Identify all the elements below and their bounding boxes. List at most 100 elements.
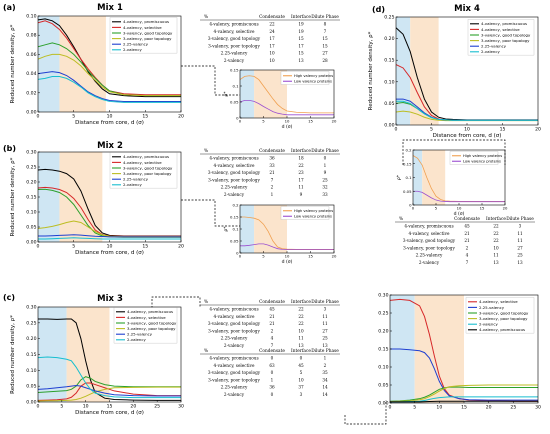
table-mix2: % Condensate Interface Dilute Phase 4-valenc… bbox=[200, 149, 340, 197]
legend-box bbox=[467, 19, 535, 56]
table-row-label: 2-valency bbox=[224, 58, 245, 63]
x-tick-label: 15 bbox=[308, 253, 313, 258]
legend-entry-3g: 3-valency, good topology bbox=[123, 165, 173, 170]
table-cell: 13 bbox=[298, 58, 304, 63]
legend-entry-low: Low valency proteins bbox=[294, 80, 332, 84]
y-tick-label: 0 bbox=[236, 251, 239, 256]
panel-label-a: (a) bbox=[3, 3, 16, 12]
table-cell: 63 bbox=[269, 363, 275, 368]
legend-entry-3g: 3-valency, good topology bbox=[479, 310, 529, 315]
table-cell: 27 bbox=[322, 51, 328, 56]
table-header-cell: Dilute Phase bbox=[311, 349, 339, 354]
table-cell: 13 bbox=[493, 260, 499, 265]
legend-box bbox=[113, 307, 178, 344]
y-axis-label: Reduced number density, ρ* bbox=[368, 31, 374, 110]
table-cell: 27 bbox=[322, 328, 328, 333]
y-tick-label: 0.00 bbox=[26, 240, 36, 246]
table-cell: 14 bbox=[322, 392, 328, 397]
table-header-cell: % bbox=[204, 300, 208, 305]
table-cell: 11 bbox=[517, 238, 523, 243]
x-tick-label: 0 bbox=[239, 118, 242, 123]
x-axis-label: Distance from core, d (σ) bbox=[75, 250, 144, 256]
y-tick-label: 0.05 bbox=[378, 383, 388, 389]
x-tick-label: 30 bbox=[535, 405, 541, 411]
table-cell: 32 bbox=[322, 185, 328, 190]
x-tick-label: 30 bbox=[178, 404, 184, 410]
x-tick-label: 15 bbox=[107, 404, 113, 410]
table-mix3-bottom: % Condensate Interface Dilute Phase 4-valenc… bbox=[200, 349, 340, 397]
legend-entry-2: 2-valency bbox=[481, 49, 501, 54]
x-tick-label: 0 bbox=[37, 244, 40, 250]
legend-entry-high: High valency proteins bbox=[294, 74, 333, 78]
series-group bbox=[38, 318, 181, 402]
x-axis-label: d (σ) bbox=[282, 259, 293, 265]
table-row-label: 3-valency, good topology bbox=[208, 36, 261, 41]
y-tick-label: 0.10 bbox=[384, 79, 394, 85]
chart-mix3: 0 5 10 15 20 25 30 0.00 0.05 0.10 0.15 0.20 0.25 0.30… bbox=[10, 305, 184, 417]
table-header-cell: Dilute Phase bbox=[311, 15, 339, 20]
x-axis-label: Distance from core, d (σ) bbox=[433, 133, 502, 139]
x-tick-label: 20 bbox=[178, 114, 184, 120]
table-row-label: 3-valency, poor topology bbox=[403, 245, 455, 250]
y-tick-label: 0.15 bbox=[384, 58, 394, 64]
legend-entry-225: 2.25-valency bbox=[123, 177, 149, 182]
table-cell: 3 bbox=[324, 307, 327, 312]
x-tick-label: 10 bbox=[83, 404, 89, 410]
table-cell: 10 bbox=[298, 377, 304, 382]
series-line-4s bbox=[390, 298, 538, 402]
legend-entry-low: Low valency proteins bbox=[463, 160, 501, 164]
table-cell: 21 bbox=[269, 314, 275, 319]
series-line-2 bbox=[396, 100, 538, 121]
table-cell: 35 bbox=[322, 370, 328, 375]
table-cell: 24 bbox=[269, 29, 275, 34]
table-cell: 25 bbox=[517, 253, 523, 258]
series-group bbox=[240, 75, 334, 116]
y-axis-label: Reduced number density, ρ* bbox=[10, 24, 16, 103]
table-header-cell: % bbox=[204, 15, 208, 20]
y-tick-label: 0.00 bbox=[378, 401, 388, 407]
table-cell: 21 bbox=[464, 238, 470, 243]
table-cell: 37 bbox=[298, 385, 304, 390]
table-cell: 2 bbox=[271, 328, 274, 333]
table-cell: 9 bbox=[300, 192, 303, 197]
series-line-3p bbox=[38, 53, 181, 97]
y-tick-label: 0.20 bbox=[26, 180, 36, 186]
series-line-225 bbox=[390, 348, 538, 401]
x-tick-label: 10 bbox=[107, 114, 113, 120]
y-tick-label: 0.05 bbox=[230, 100, 239, 105]
table-row-label: 4-valency, promiscuous bbox=[209, 22, 258, 27]
table-cell: 2 bbox=[324, 363, 327, 368]
panel-label-c: (c) bbox=[3, 293, 15, 302]
x-tick-label: 0 bbox=[412, 205, 415, 210]
y-tick-label: 0.05 bbox=[230, 239, 239, 244]
legend-entry-225: 2.25-valency bbox=[123, 42, 149, 47]
table-row-label: 2.25-valency bbox=[221, 185, 248, 190]
y-tick-label: 0.00 bbox=[26, 110, 36, 116]
x-tick-label: 10 bbox=[457, 205, 462, 210]
connector-mix2 bbox=[181, 199, 240, 227]
table-cell: 14 bbox=[322, 385, 328, 390]
x-tick-label: 10 bbox=[285, 253, 290, 258]
series-group bbox=[38, 168, 181, 240]
core-region-band bbox=[38, 307, 67, 402]
table-row-label: 2.25-valency bbox=[416, 253, 443, 258]
series-line-3p bbox=[390, 384, 538, 403]
x-axis-label: Distance from core, d (σ) bbox=[75, 120, 144, 126]
table-cell: 1 bbox=[324, 356, 327, 361]
table-row-label: 4-valency, promiscuous bbox=[404, 224, 453, 229]
y-tick-label: 0.10 bbox=[26, 210, 36, 216]
y-tick-label: 0.15 bbox=[403, 161, 412, 166]
table-cell: 7 bbox=[271, 343, 274, 348]
table-cell: 45 bbox=[298, 363, 304, 368]
legend-entry-3p: 3-valency, poor topology bbox=[123, 36, 172, 41]
series-line-3g bbox=[390, 386, 538, 402]
y-axis-label: Reduced number density, ρ* bbox=[10, 315, 16, 394]
legend-entry-4s: 4-valency, selective bbox=[127, 315, 166, 320]
legend-entry-high: High valency proteins bbox=[463, 154, 502, 158]
legend-entry-4s: 4-valency, selective bbox=[479, 299, 518, 304]
chart-mix2: 0 5 10 15 20 0.00 0.05 0.10 0.15 0.20 0.25 0.30 Dist… bbox=[10, 150, 184, 257]
panel-label-b: (b) bbox=[3, 144, 16, 153]
